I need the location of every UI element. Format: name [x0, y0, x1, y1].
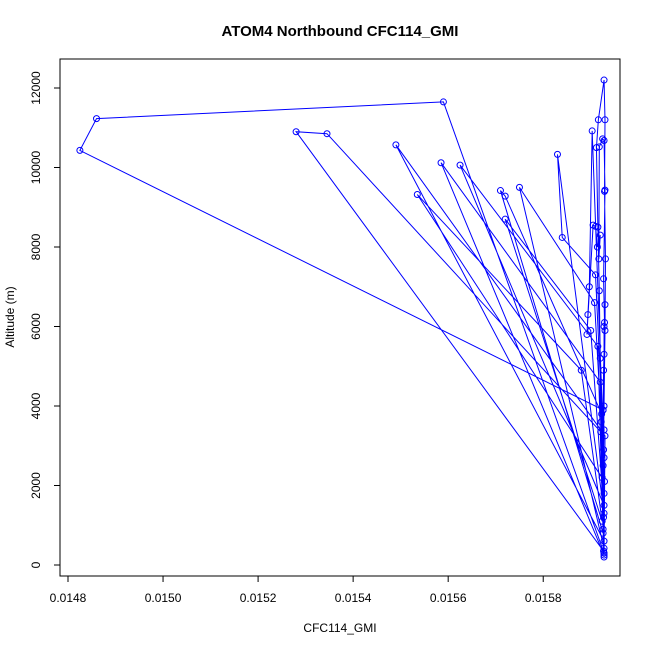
data-point — [496, 187, 504, 195]
x-tick-label: 0.0148 — [50, 591, 87, 605]
data-point — [598, 474, 606, 482]
data-point — [600, 551, 608, 559]
data-point — [597, 418, 605, 426]
data-point — [558, 233, 566, 241]
y-tick-label: 2000 — [29, 472, 43, 499]
x-tick-label: 0.0156 — [430, 591, 467, 605]
x-axis-label: CFC114_GMI — [303, 621, 376, 635]
data-point — [76, 146, 84, 154]
x-tick-label: 0.0152 — [240, 591, 277, 605]
data-point — [599, 135, 607, 143]
data-point — [323, 130, 331, 138]
x-tick-label: 0.0150 — [145, 591, 182, 605]
data-point — [601, 319, 609, 327]
data-point — [600, 537, 608, 545]
data-point — [596, 231, 604, 239]
data-point — [595, 143, 603, 151]
data-point — [600, 323, 608, 330]
y-tick-label: 6000 — [29, 313, 43, 340]
data-point — [600, 366, 608, 374]
data-point — [598, 410, 606, 418]
data-point — [600, 501, 608, 509]
chart-title: ATOM4 Northbound CFC114_GMI — [222, 23, 459, 40]
data-point — [600, 402, 608, 410]
data-point — [600, 489, 608, 497]
data-point — [601, 255, 609, 263]
data-point — [439, 98, 447, 106]
data-point — [598, 517, 606, 525]
y-axis: 0 2000 4000 6000 8000 10000 12000 — [29, 71, 61, 568]
data-point — [594, 342, 602, 350]
data-point — [599, 406, 607, 414]
data-point — [591, 222, 599, 230]
data-point — [577, 366, 585, 374]
data-point — [601, 326, 609, 334]
data-point — [591, 299, 599, 307]
data-point — [600, 544, 608, 552]
data-point — [600, 76, 608, 84]
data-point — [292, 128, 300, 136]
data-point — [599, 525, 607, 533]
data-point — [584, 311, 592, 319]
data-point — [600, 513, 608, 521]
data-point — [600, 275, 608, 283]
y-tick-label: 8000 — [29, 233, 43, 260]
data-point — [600, 350, 608, 358]
data-point — [594, 116, 602, 124]
data-point — [599, 529, 607, 537]
data-point — [392, 141, 400, 149]
data-point — [501, 215, 509, 223]
data-point — [515, 183, 523, 191]
data-point — [595, 287, 603, 295]
data-point — [587, 326, 595, 334]
y-axis-label: Altitude (m) — [3, 286, 17, 347]
data-point — [595, 255, 603, 263]
data-point — [601, 301, 609, 309]
data-point — [588, 127, 596, 135]
data-point — [599, 462, 607, 470]
data-point — [600, 549, 608, 557]
data-point — [501, 192, 509, 200]
plot-area — [59, 58, 621, 577]
data-point — [601, 478, 609, 486]
data-point — [592, 144, 600, 152]
data-point — [591, 271, 599, 279]
data-point — [585, 283, 593, 291]
data-point — [601, 116, 609, 124]
data-point — [437, 159, 445, 167]
data-point — [553, 150, 561, 158]
data-point — [593, 243, 601, 251]
data-point — [600, 454, 608, 462]
data-point — [93, 115, 101, 123]
x-tick-label: 0.0154 — [335, 591, 372, 605]
y-tick-label: 10000 — [29, 150, 43, 184]
y-tick-label: 4000 — [29, 392, 43, 419]
data-point — [600, 509, 608, 517]
x-tick-label: 0.0158 — [525, 591, 562, 605]
data-point — [600, 136, 608, 144]
data-point — [600, 426, 608, 434]
data-point — [456, 161, 464, 169]
series-layer — [76, 76, 609, 561]
data-point — [596, 378, 604, 386]
data-point — [583, 330, 591, 338]
data-point — [596, 354, 604, 362]
data-point — [601, 186, 609, 194]
y-tick-label: 0 — [29, 561, 43, 568]
data-point — [600, 446, 608, 454]
x-axis: 0.0148 0.0150 0.0152 0.0154 0.0156 0.0158 — [50, 575, 562, 605]
series-line — [79, 79, 606, 558]
y-tick-label: 12000 — [29, 71, 43, 105]
data-point — [413, 191, 421, 199]
